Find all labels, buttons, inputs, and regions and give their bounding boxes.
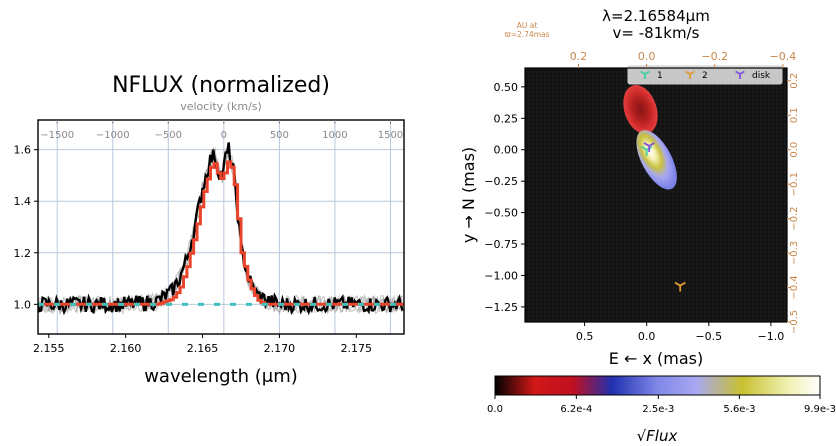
spectrum-x-tick-label: 2.165 (187, 342, 219, 355)
map-x-tick-label: −1.0 (757, 330, 784, 343)
au-axis-label: AU at ϖ=2.74mas (504, 21, 549, 39)
colorbar-tick-label: 9.9e-3 (804, 404, 836, 415)
map-top-tick-label: 0.0 (638, 50, 656, 63)
colorbar-tick-label: 0.0 (487, 404, 503, 415)
spectrum-y-tick-label: 1.0 (14, 298, 32, 311)
spectrum-frame (37, 119, 405, 335)
map-y-tick-label: −1.25 (484, 301, 518, 314)
spectrum-top-tick-label: 1000 (322, 130, 347, 141)
spectrum-top-tick-label: −1500 (40, 130, 74, 141)
colorbar-label: √Flux (637, 427, 678, 445)
map-right-tick-label: −0.4 (789, 275, 800, 299)
marker-2-icon (674, 281, 686, 292)
spectrum-x-tick-label: 2.170 (264, 342, 296, 355)
map-y-tick-label: 0.25 (494, 112, 519, 125)
spectrum-top-axis-label: velocity (km/s) (180, 100, 262, 113)
spectrum-top-tick-label: −500 (155, 130, 182, 141)
map-x-tick-label: 0.0 (638, 330, 656, 343)
spectrum-x-tick-label: 2.155 (33, 342, 65, 355)
spectrum-y-tick-label: 1.4 (14, 195, 32, 208)
legend-label: 2 (702, 71, 708, 81)
spectrum-x-tick-label: 2.175 (341, 342, 373, 355)
spectrum-title: NFLUX (normalized) (112, 73, 330, 98)
spectrum-top-tick-label: 500 (270, 130, 289, 141)
map-right-tick-label: −0.5 (789, 310, 800, 334)
map-right-tick-label: 0.2 (789, 73, 800, 89)
map-panel: λ=2.16584μm v= -81km/s AU at ϖ=2.74mas 1 2… (459, 7, 800, 368)
map-right-tick-label: −0.2 (789, 206, 800, 230)
map-frame (524, 67, 788, 323)
map-top-tick-label: −0.2 (701, 50, 728, 63)
colorbar: 0.0 6.2e-4 2.5e-3 5.6e-3 9.9e-3 √Flux (487, 375, 836, 445)
spectrum-panel: NFLUX (normalized) velocity (km/s) 1.01.… (14, 73, 405, 387)
legend-box (627, 65, 783, 85)
legend-label: 1 (657, 71, 663, 81)
map-x-label: E ← x (mas) (609, 349, 703, 368)
map-right-tick-label: −0.3 (789, 241, 800, 265)
legend-marker-1-icon (640, 70, 650, 79)
map-top-tick-label: −0.4 (770, 50, 797, 63)
map-right-tick-label: −0.1 (789, 172, 800, 196)
colorbar-tick-label: 6.2e-4 (560, 404, 592, 415)
map-y-tick-label: −1.00 (484, 269, 518, 282)
map-legend: 1 2 disk (627, 65, 783, 85)
colorbar-ticks: 0.0 6.2e-4 2.5e-3 5.6e-3 9.9e-3 (487, 395, 836, 415)
spectrum-top-tick-label: −1000 (96, 130, 130, 141)
spectrum-y-tick-label: 1.2 (14, 247, 32, 260)
map-y-tick-label: −0.50 (484, 207, 518, 220)
spectrum-x-tick-label: 2.160 (110, 342, 142, 355)
map-y-tick-label: −0.25 (484, 175, 518, 188)
spectrum-top-tick-label: 1500 (378, 130, 403, 141)
map-y-tick-label: 0.00 (494, 144, 519, 157)
spectrum-y-tick-label: 1.6 (14, 144, 32, 157)
legend-marker-2-icon (685, 70, 695, 79)
model-spectrum-line (38, 160, 404, 306)
au-axis-label-line: AU at (517, 21, 538, 30)
map-top-tick-label: 0.2 (570, 50, 588, 63)
map-title: λ=2.16584μm (602, 7, 710, 25)
spectrum-x-label: wavelength (μm) (144, 366, 298, 387)
spectrum-series (38, 142, 404, 316)
map-y-label: y → N (mas) (459, 147, 478, 243)
emission-red-lobe (623, 85, 658, 134)
colorbar-tick-label: 5.6e-3 (723, 404, 755, 415)
legend-label: disk (752, 71, 771, 81)
colorbar-gradient (494, 375, 821, 396)
legend-marker-disk-icon (735, 70, 745, 79)
map-x-tick-label: 0.5 (576, 330, 594, 343)
au-axis-label-line: ϖ=2.74mas (504, 30, 549, 39)
marker-disk-icon (643, 142, 655, 152)
map-right-tick-label: 0.1 (789, 107, 800, 123)
map-markers (641, 142, 686, 292)
spectrum-top-tick-label: 0 (221, 130, 227, 141)
map-subtitle: v= -81km/s (613, 24, 700, 42)
colorbar-tick-label: 2.5e-3 (642, 404, 674, 415)
map-y-tick-label: 0.50 (494, 81, 519, 94)
map-ticks: 0.5 0.0 −0.5 −1.0 0.50 0.25 0.00 −0.25 −0.50 −0.7… (484, 50, 800, 343)
map-y-tick-label: −0.75 (484, 238, 518, 251)
map-right-tick-label: 0.0 (789, 142, 800, 158)
spectrum-ticks: 1.0 1.2 1.4 1.6 2.155 2.160 2.165 2.170 2.175 −15… (14, 120, 403, 355)
map-x-tick-label: −0.5 (695, 330, 722, 343)
